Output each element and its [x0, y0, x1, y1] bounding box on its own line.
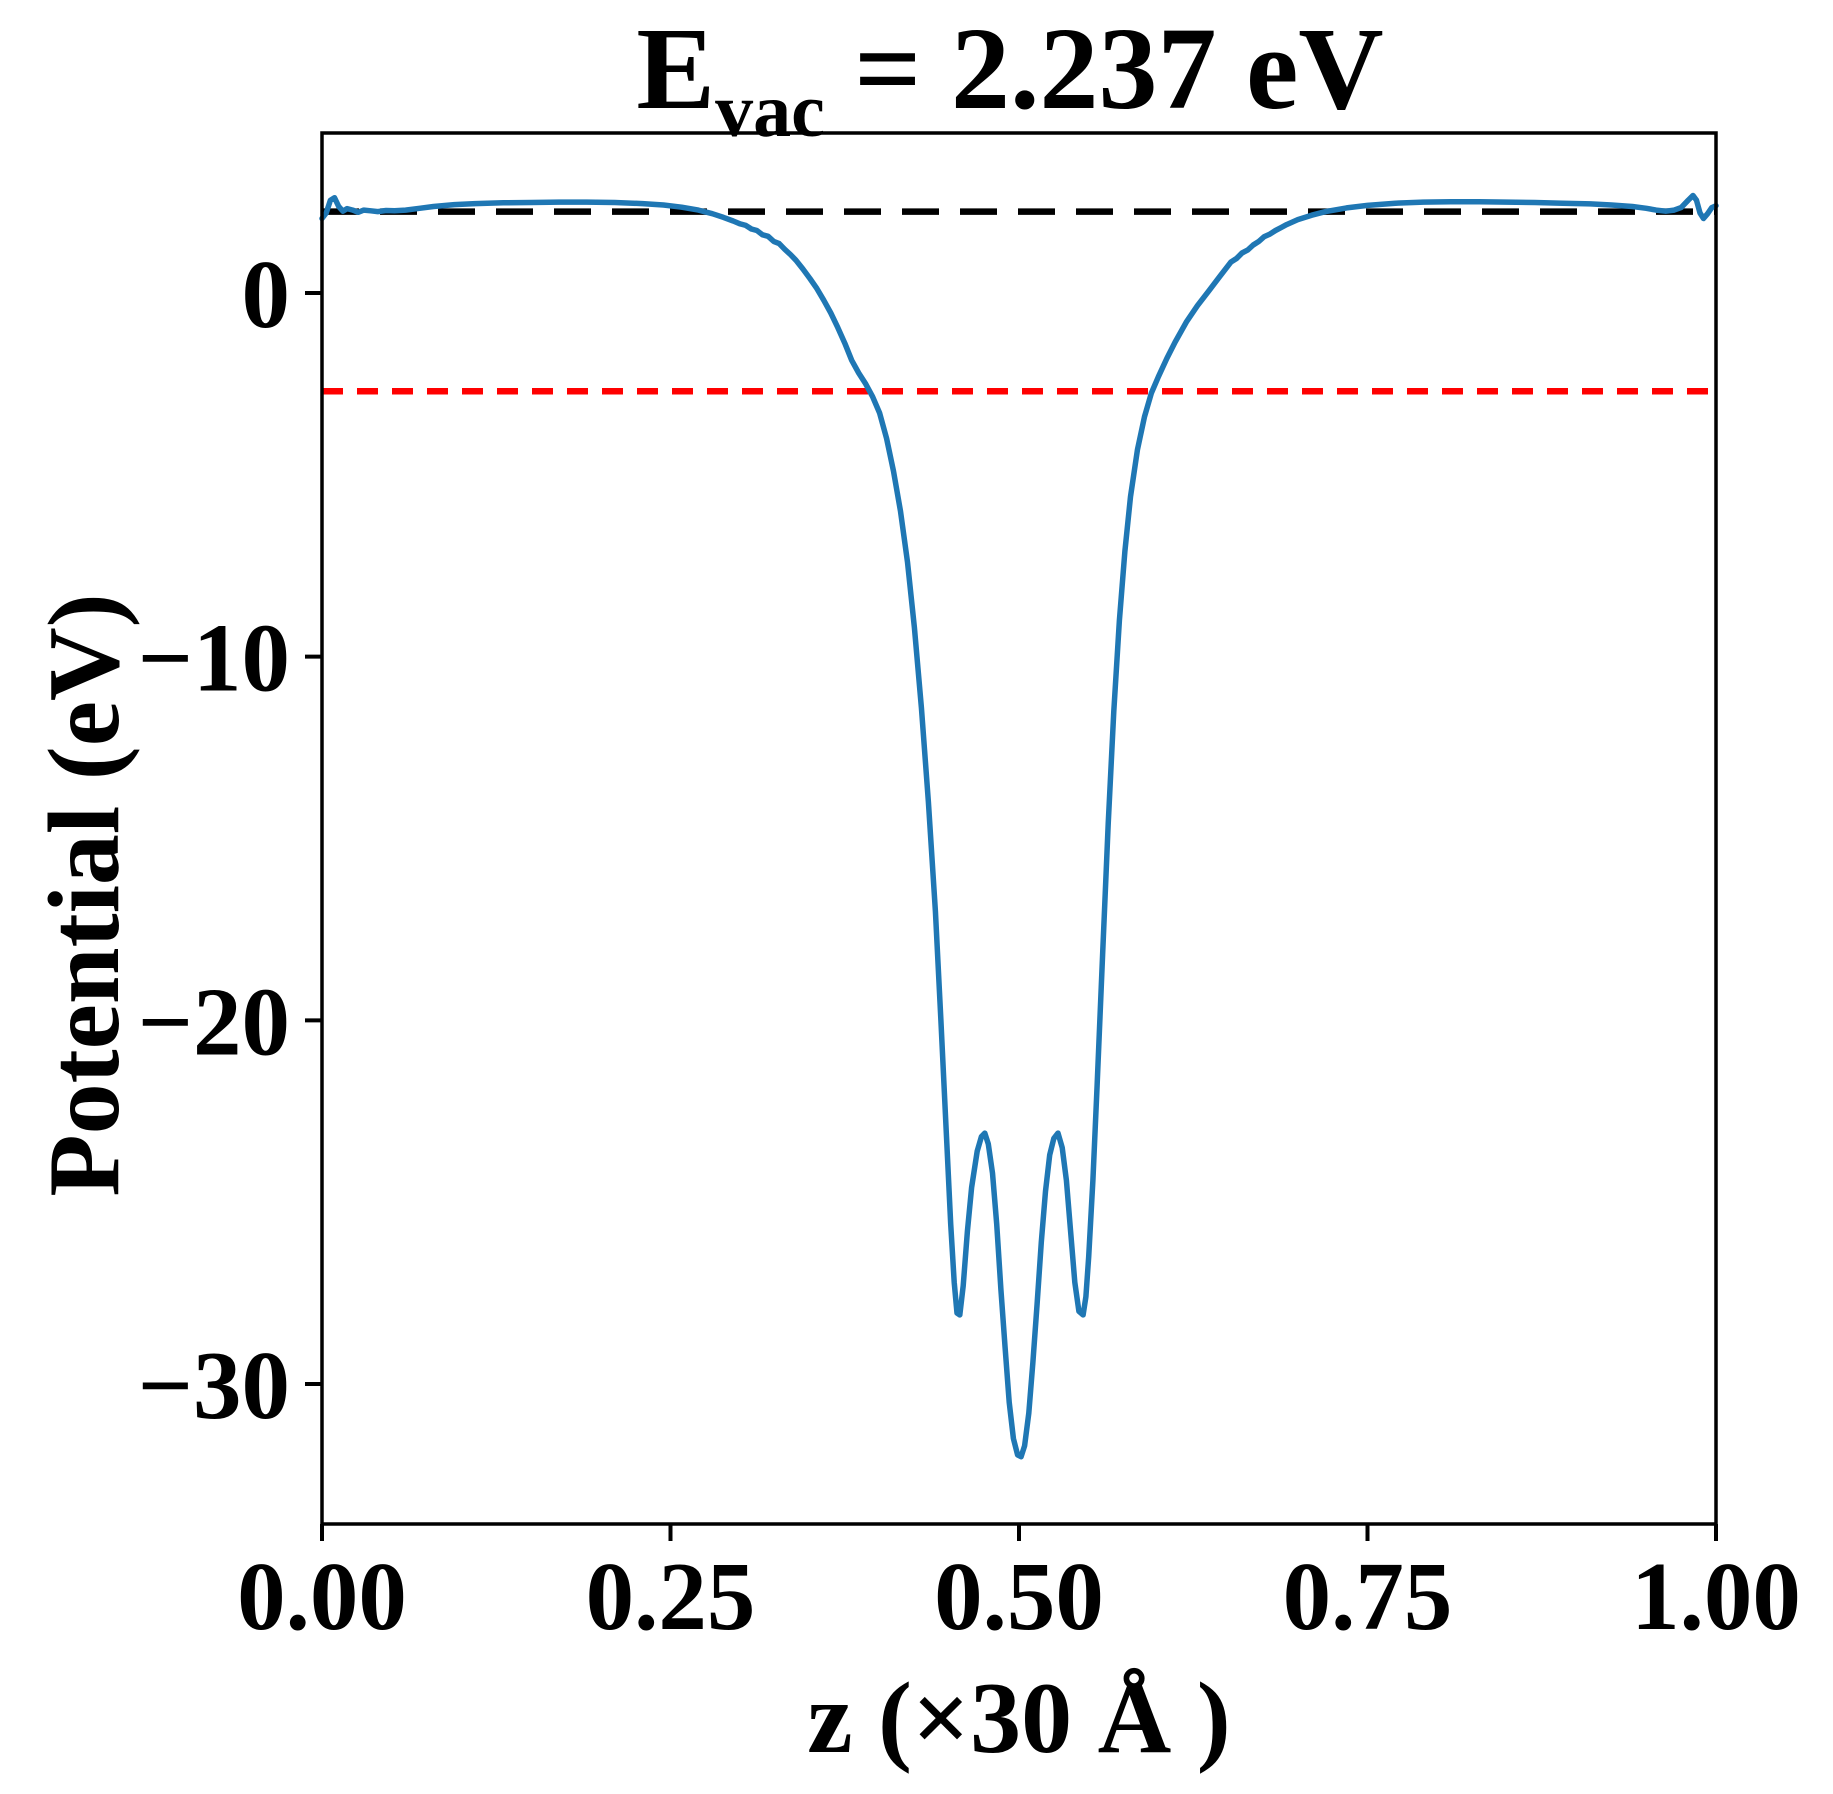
potential-curve	[319, 192, 1719, 1460]
x-tick: 1.00	[1631, 1524, 1801, 1650]
plot-title: Evac = 2.237 eV	[636, 3, 1383, 153]
y-tick: −30	[138, 1332, 322, 1439]
x-tick-label: 0.50	[934, 1543, 1104, 1650]
x-tick: 0.25	[586, 1524, 756, 1650]
y-tick: 0	[242, 241, 322, 348]
x-tick-label: 0.75	[1283, 1543, 1453, 1650]
x-tick-label: 0.25	[586, 1543, 756, 1650]
x-axis: 0.00 0.25 0.50 0.75 1.00	[237, 1524, 1801, 1650]
y-tick: −10	[138, 605, 322, 712]
y-tick-label: −20	[138, 968, 290, 1075]
y-axis: 0 −10 −20 −30	[138, 241, 322, 1439]
x-tick-label: 1.00	[1631, 1543, 1801, 1650]
title-subscript: vac	[715, 69, 825, 153]
x-tick: 0.00	[237, 1524, 407, 1650]
title-symbol: E	[636, 3, 715, 134]
x-axis-label: z (×30 Å )	[807, 1662, 1231, 1775]
x-tick: 0.50	[934, 1524, 1104, 1650]
y-tick: −20	[138, 968, 322, 1075]
title-value: = 2.237 eV	[825, 3, 1384, 134]
y-tick-label: −30	[138, 1332, 290, 1439]
y-tick-label: 0	[242, 241, 291, 348]
y-tick-label: −10	[138, 605, 290, 712]
x-tick: 0.75	[1283, 1524, 1453, 1650]
y-axis-label: Potential (eV)	[28, 593, 141, 1196]
plot-border	[320, 131, 1718, 1526]
x-tick-label: 0.00	[237, 1543, 407, 1650]
